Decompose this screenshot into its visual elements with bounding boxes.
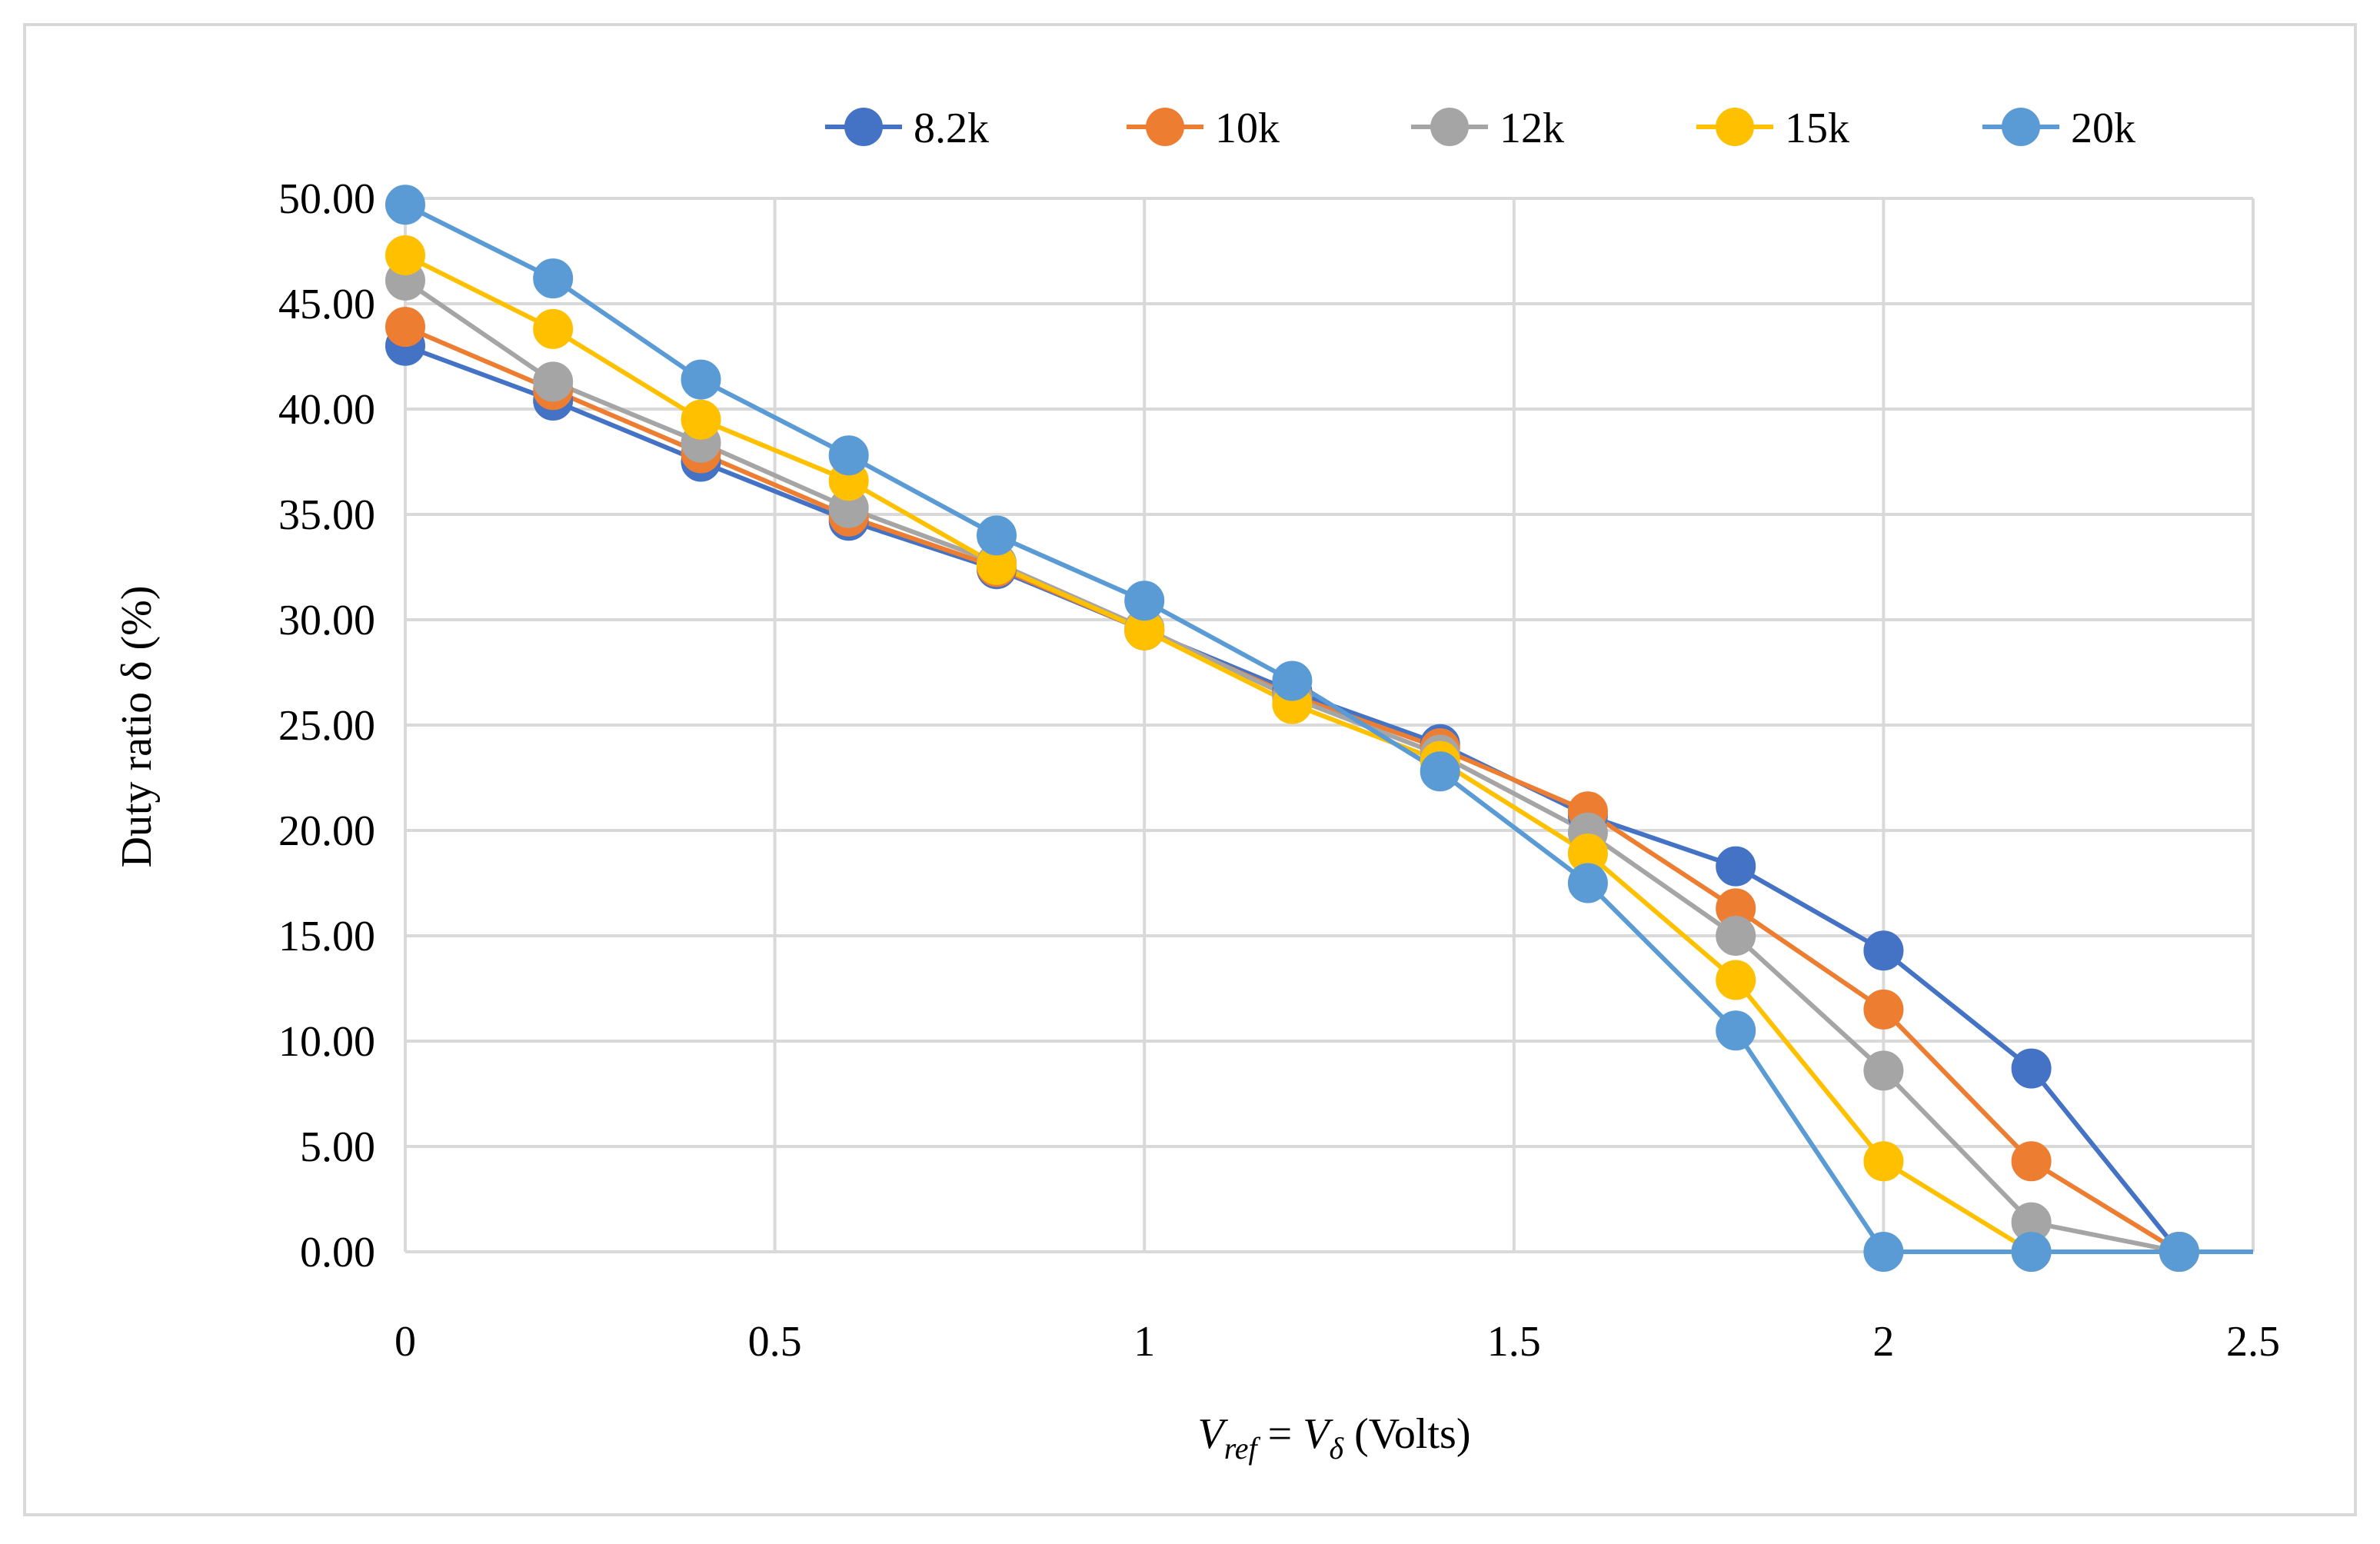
series-marker-20k — [977, 515, 1017, 556]
y-tick-label: 20.00 — [278, 807, 375, 855]
x-tick-label: 0 — [394, 1318, 416, 1366]
y-axis-title: Duty ratio δ (%) — [113, 586, 161, 868]
series-marker-20k — [1272, 661, 1313, 701]
series-marker-10k — [2011, 1141, 2052, 1182]
y-tick-label: 35.00 — [278, 491, 375, 539]
gridlines — [404, 197, 2255, 1253]
legend-marker-20k — [2002, 108, 2040, 146]
series-marker-10k — [385, 307, 425, 348]
series-marker-15k — [681, 399, 721, 440]
y-tick-label: 25.00 — [278, 702, 375, 750]
series-marker-20k — [1716, 1010, 1756, 1051]
series-marker-20k — [1124, 581, 1165, 621]
y-tick-label: 50.00 — [278, 175, 375, 223]
x-tick-label: 2 — [1872, 1318, 1894, 1366]
series-marker-8.2k — [2011, 1048, 2052, 1089]
legend-marker-12k — [1430, 108, 1469, 146]
series-marker-15k — [533, 308, 574, 349]
series-line-15k — [404, 253, 2253, 1254]
legend-label: 20k — [2071, 105, 2135, 152]
x-axis-title: Vref = Vδ (Volts) — [1197, 1410, 1470, 1466]
series-marker-12k — [533, 361, 574, 402]
x-axis-title-ref: ref — [1224, 1431, 1261, 1466]
legend-label: 12k — [1500, 105, 1564, 152]
series-marker-20k — [533, 258, 574, 299]
x-axis-title-v: V — [1197, 1410, 1228, 1458]
series-marker-20k — [385, 185, 425, 225]
legend-label: 8.2k — [914, 105, 989, 152]
chart-border — [23, 23, 2357, 1516]
series-marker-20k — [681, 359, 721, 400]
y-tick-label: 15.00 — [278, 913, 375, 960]
x-axis-title-v2: V — [1303, 1410, 1333, 1458]
x-axis-tick-labels: 0 0.5 1 1.5 2 2.5 — [394, 1318, 2280, 1366]
y-axis-tick-labels: 0.00 5.00 10.00 15.00 20.00 25.00 30.00 35.00 40… — [278, 175, 375, 1276]
x-tick-label: 1 — [1133, 1318, 1155, 1366]
series-marker-8.2k — [1716, 846, 1756, 887]
series-marker-20k — [1567, 863, 1608, 903]
series-line-10k — [404, 324, 2253, 1254]
legend-marker-10k — [1146, 108, 1184, 146]
y-tick-label: 5.00 — [300, 1123, 375, 1171]
y-tick-label: 0.00 — [300, 1229, 375, 1276]
legend-label: 10k — [1215, 105, 1280, 152]
y-tick-label: 30.00 — [278, 597, 375, 644]
x-axis-title-volts: (Volts) — [1343, 1410, 1470, 1458]
series-line-20k — [404, 202, 2253, 1254]
legend-label: 15k — [1785, 105, 1849, 152]
series-marker-20k — [2159, 1232, 2199, 1272]
series-marker-20k — [828, 435, 869, 476]
data-series — [385, 185, 2253, 1272]
series-marker-8.2k — [1863, 930, 1904, 971]
series-marker-10k — [1863, 989, 1904, 1030]
x-tick-label: 0.5 — [748, 1318, 802, 1366]
x-tick-label: 1.5 — [1487, 1318, 1541, 1366]
series-marker-20k — [1863, 1232, 1904, 1272]
series-marker-20k — [1420, 751, 1460, 792]
x-axis-title-delta: δ — [1329, 1431, 1344, 1466]
series-marker-20k — [2011, 1232, 2052, 1272]
series-marker-15k — [1863, 1141, 1904, 1182]
x-tick-label: 2.5 — [2226, 1318, 2280, 1366]
y-tick-label: 40.00 — [278, 386, 375, 434]
series-marker-12k — [1716, 916, 1756, 956]
legend-marker-15k — [1716, 108, 1754, 146]
y-tick-label: 45.00 — [278, 281, 375, 328]
legend-marker-8.2k — [844, 108, 883, 146]
legend: 8.2k 10k 12k 15k 20k — [825, 105, 2135, 152]
series-line-8.2k — [404, 343, 2253, 1254]
y-tick-label: 10.00 — [278, 1018, 375, 1066]
series-marker-15k — [385, 235, 425, 275]
x-axis-title-equals: = — [1257, 1410, 1303, 1458]
series-marker-15k — [1716, 960, 1756, 1000]
series-marker-12k — [1863, 1050, 1904, 1091]
